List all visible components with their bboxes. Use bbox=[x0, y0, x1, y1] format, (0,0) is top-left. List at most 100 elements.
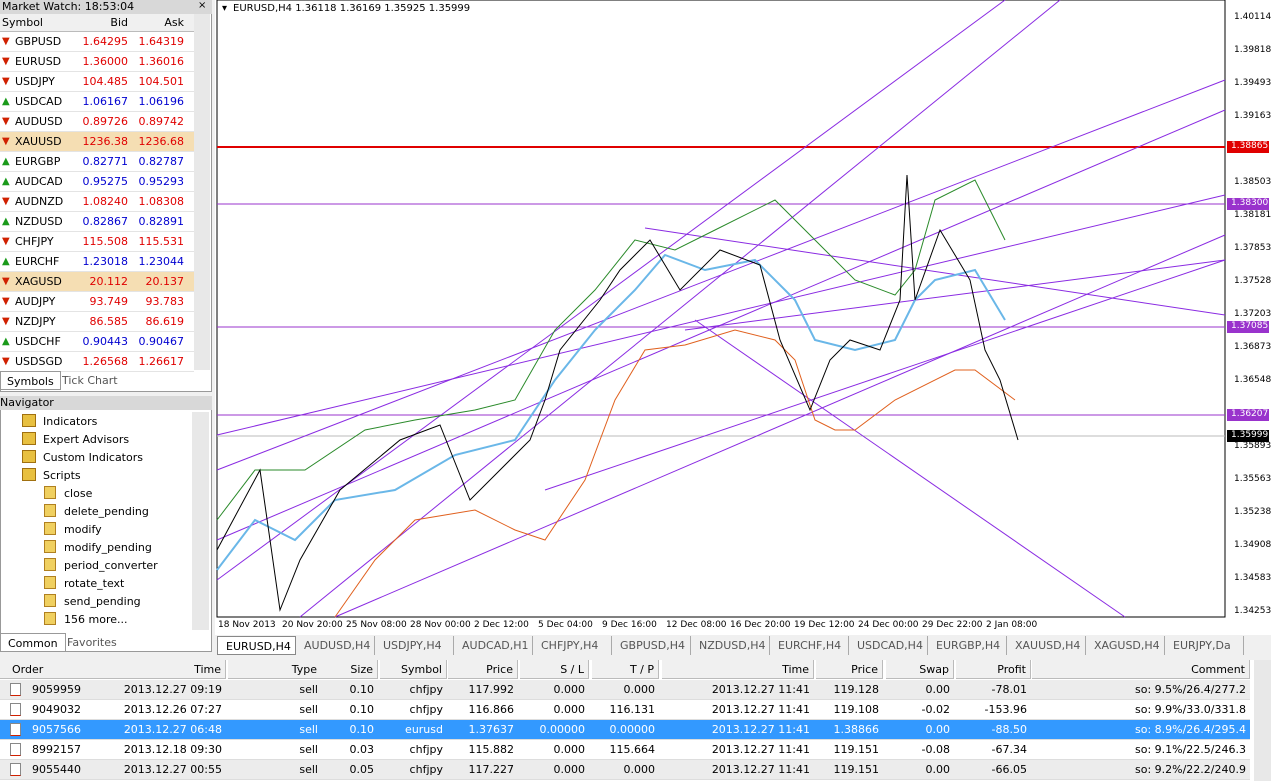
quote-row bbox=[0, 52, 194, 72]
plot-frame bbox=[216, 0, 1226, 618]
cell: 115.882 bbox=[468, 743, 515, 756]
trend-icon: ▲ bbox=[2, 96, 10, 107]
cell: 2013.12.18 09:30 bbox=[123, 743, 222, 756]
cell: 0.00 bbox=[925, 763, 951, 776]
chart-tab: EURCHF,H4 bbox=[770, 636, 849, 655]
cell: 9049032 bbox=[32, 703, 81, 716]
trend-icon: ▲ bbox=[2, 256, 10, 267]
cell: 0.10 bbox=[349, 703, 375, 716]
ask: 1.08308 bbox=[138, 195, 185, 208]
chart-tab: AUDUSD,H4 bbox=[296, 636, 375, 655]
order-icon bbox=[10, 703, 21, 716]
price-label: 1.36548 bbox=[1234, 375, 1271, 385]
cell: so: 9.1%/22.5/246.3 bbox=[1134, 743, 1246, 756]
cell: -153.96 bbox=[984, 703, 1027, 716]
price-marker: 1.35999 bbox=[1227, 430, 1269, 442]
cell: 116.131 bbox=[609, 703, 656, 716]
cell: 2013.12.27 11:41 bbox=[711, 683, 810, 696]
price-label: 1.40114 bbox=[1234, 12, 1271, 22]
script-item: delete_pending bbox=[64, 505, 149, 518]
quote-row bbox=[0, 292, 194, 312]
tab: Tick Chart bbox=[62, 374, 118, 387]
time-label: 25 Nov 08:00 bbox=[346, 620, 407, 630]
quote-row bbox=[0, 132, 194, 152]
cell: 1.37637 bbox=[468, 723, 515, 736]
cell: 2013.12.27 11:41 bbox=[711, 763, 810, 776]
cell: -67.34 bbox=[991, 743, 1027, 756]
scrollbar bbox=[194, 14, 210, 370]
bid: 1236.38 bbox=[82, 135, 129, 148]
cell: 119.151 bbox=[833, 763, 880, 776]
ask: 1.23044 bbox=[138, 255, 185, 268]
bid: 0.82771 bbox=[82, 155, 129, 168]
column-header: Swap bbox=[886, 660, 954, 679]
cell: 117.227 bbox=[468, 763, 515, 776]
tree-icon bbox=[22, 468, 36, 481]
cell: chfjpy bbox=[409, 743, 443, 756]
quote-row bbox=[0, 312, 194, 332]
cell: 119.151 bbox=[833, 743, 880, 756]
cell: -0.02 bbox=[921, 703, 950, 716]
cell: 8992157 bbox=[32, 743, 81, 756]
bid: 1.64295 bbox=[82, 35, 129, 48]
order-row bbox=[0, 760, 1250, 780]
quote-row bbox=[0, 352, 194, 372]
price-label: 1.37528 bbox=[1234, 276, 1271, 286]
order-row bbox=[0, 740, 1250, 760]
time-label: 19 Dec 12:00 bbox=[794, 620, 855, 630]
cell: 0.03 bbox=[349, 743, 375, 756]
bid: 0.89726 bbox=[82, 115, 129, 128]
price-marker: 1.38300 bbox=[1227, 198, 1269, 210]
ask: 0.82891 bbox=[138, 215, 185, 228]
quote-row bbox=[0, 92, 194, 112]
ask: 93.783 bbox=[145, 295, 185, 308]
symbol: EURUSD bbox=[15, 55, 62, 68]
quote-row bbox=[0, 32, 194, 52]
chart-header: EURUSD,H4 1.36118 1.36169 1.35925 1.3599… bbox=[233, 3, 471, 14]
script-icon bbox=[44, 558, 56, 571]
chart-tab: XAUUSD,H4 bbox=[1007, 636, 1086, 655]
cell: 0.000 bbox=[623, 763, 656, 776]
price-label: 1.39493 bbox=[1234, 78, 1271, 88]
ask: 104.501 bbox=[138, 75, 185, 88]
time-label: 24 Dec 00:00 bbox=[858, 620, 919, 630]
symbol: GBPUSD bbox=[15, 35, 62, 48]
column-header: Profit bbox=[956, 660, 1031, 679]
column-header: S / L bbox=[520, 660, 589, 679]
cell: 2013.12.27 00:55 bbox=[123, 763, 222, 776]
ask: 1236.68 bbox=[138, 135, 185, 148]
trend-icon: ▼ bbox=[2, 56, 10, 67]
cell: so: 9.9%/33.0/331.8 bbox=[1134, 703, 1246, 716]
cell: 2013.12.27 06:48 bbox=[123, 723, 222, 736]
chart-tab: AUDCAD,H1 bbox=[454, 636, 533, 655]
symbol: XAGUSD bbox=[15, 275, 62, 288]
panel-title: Navigator bbox=[0, 396, 212, 410]
symbol: USDJPY bbox=[15, 75, 55, 88]
symbol: AUDJPY bbox=[15, 295, 56, 308]
price-label: 1.38181 bbox=[1234, 210, 1271, 220]
tree-item: Indicators bbox=[43, 415, 98, 428]
bid: 0.90443 bbox=[82, 335, 129, 348]
script-icon bbox=[44, 486, 56, 499]
chart-tab: EURJPY,Da bbox=[1165, 636, 1244, 655]
header-row bbox=[0, 14, 194, 32]
bid: 1.08240 bbox=[82, 195, 129, 208]
cell: -0.08 bbox=[921, 743, 950, 756]
column-header: Time bbox=[82, 660, 226, 679]
bid: 1.36000 bbox=[82, 55, 129, 68]
chart-tab: XAGUSD,H4 bbox=[1086, 636, 1165, 655]
cell: 2013.12.27 11:41 bbox=[711, 743, 810, 756]
chart-tab: EURUSD,H4 bbox=[217, 636, 296, 655]
cell: 0.00 bbox=[925, 683, 951, 696]
ask: 20.137 bbox=[145, 275, 185, 288]
column-header: Price bbox=[448, 660, 518, 679]
cell: 1.38866 bbox=[833, 723, 880, 736]
time-label: 9 Dec 16:00 bbox=[602, 620, 657, 630]
bid: 115.508 bbox=[82, 235, 129, 248]
cell: 119.128 bbox=[833, 683, 880, 696]
symbol: EURCHF bbox=[15, 255, 60, 268]
cell: 9055440 bbox=[32, 763, 81, 776]
script-icon bbox=[44, 594, 56, 607]
trend-icon: ▼ bbox=[2, 36, 10, 47]
tree-item: Expert Advisors bbox=[43, 433, 130, 446]
